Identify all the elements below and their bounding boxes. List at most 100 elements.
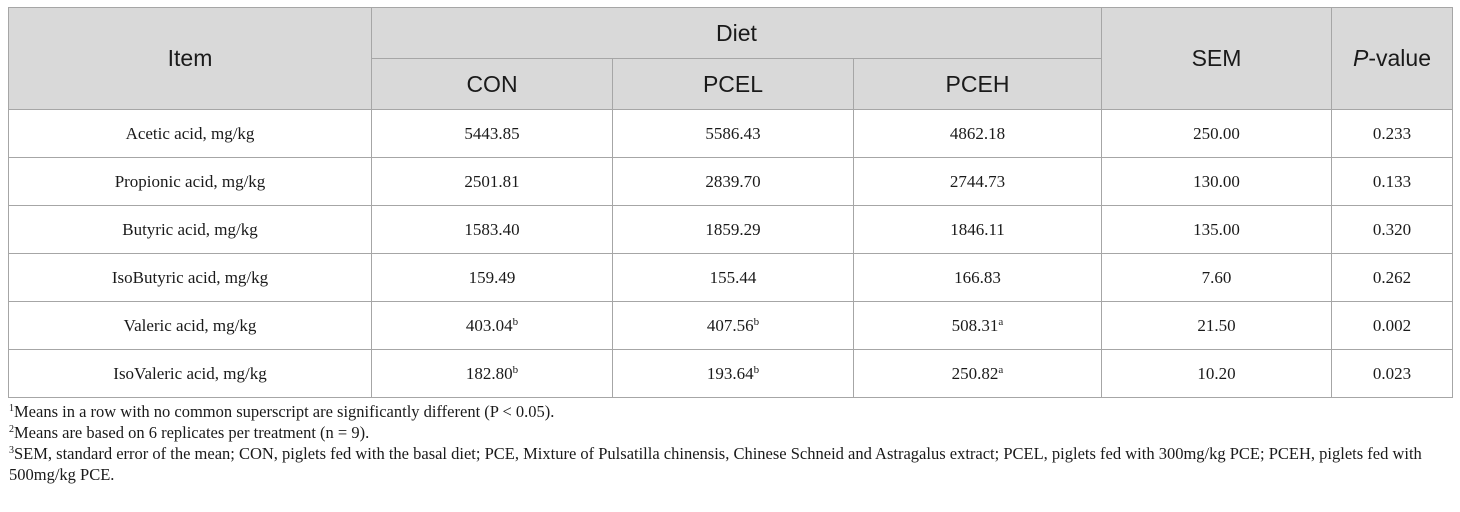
row-p-cell: 0.002 (1331, 301, 1453, 350)
row-sem-cell: 21.50 (1101, 301, 1332, 350)
cell-value: 130.00 (1193, 171, 1240, 191)
row-con-cell: 182.80b (371, 349, 613, 398)
row-p-cell: 0.133 (1331, 157, 1453, 206)
footnote: 2Means are based on 6 replicates per tre… (9, 422, 1452, 443)
cell-value: 10.20 (1197, 363, 1236, 383)
row-item-cell: Propionic acid, mg/kg (8, 157, 372, 206)
data-table: Item Diet SEM P-value CON PCEL PCEH Acet… (8, 7, 1453, 398)
footnote-marker: 2 (9, 424, 14, 435)
cell-value: 250.00 (1193, 123, 1240, 143)
footnote: 3SEM, standard error of the mean; CON, p… (9, 443, 1452, 485)
cell-value: 166.83 (954, 267, 1001, 287)
header-p-value: P-value (1331, 7, 1453, 110)
significance-superscript: b (753, 315, 760, 328)
cell-value: 155.44 (709, 267, 757, 287)
footnote-text: SEM, standard error of the mean; CON, pi… (9, 444, 1422, 484)
row-p-cell: 0.320 (1331, 205, 1453, 254)
cell-value: IsoButyric acid, mg/kg (111, 267, 269, 287)
header-con: CON (371, 58, 613, 110)
cell-value: 1583.40 (464, 219, 520, 239)
significance-superscript: b (512, 363, 519, 376)
header-diet: Diet (371, 7, 1102, 59)
cell-value: 5443.85 (464, 123, 520, 143)
footnote-marker: 3 (9, 445, 14, 456)
table-row: Butyric acid, mg/kg 1583.40 1859.29 1846.11… (8, 205, 1453, 254)
row-con-cell: 159.49 (371, 253, 613, 302)
row-con-cell: 5443.85 (371, 109, 613, 158)
cell-value: 2839.70 (705, 171, 761, 191)
row-sem-cell: 10.20 (1101, 349, 1332, 398)
row-sem-cell: 130.00 (1101, 157, 1332, 206)
cell-value: 403.04 (465, 315, 513, 335)
row-item-cell: IsoValeric acid, mg/kg (8, 349, 372, 398)
p-suffix: -value (1368, 45, 1431, 71)
row-sem-cell: 135.00 (1101, 205, 1332, 254)
table-row: Acetic acid, mg/kg 5443.85 5586.43 4862.18 2… (8, 109, 1453, 158)
cell-value: Butyric acid, mg/kg (122, 219, 258, 239)
cell-value: 0.262 (1372, 267, 1412, 287)
row-p-cell: 0.262 (1331, 253, 1453, 302)
cell-value: 0.023 (1372, 363, 1412, 383)
cell-value: 5586.43 (705, 123, 761, 143)
row-item-cell: Acetic acid, mg/kg (8, 109, 372, 158)
row-con-cell: 1583.40 (371, 205, 613, 254)
row-pcel-cell: 407.56b (612, 301, 854, 350)
cell-value: 508.31 (951, 315, 999, 335)
footnote-text: Means in a row with no common superscrip… (14, 402, 555, 421)
row-pcel-cell: 5586.43 (612, 109, 854, 158)
header-pceh: PCEH (853, 58, 1102, 110)
cell-value: 0.320 (1372, 219, 1412, 239)
row-pcel-cell: 1859.29 (612, 205, 854, 254)
cell-value: 407.56 (706, 315, 754, 335)
cell-value: 21.50 (1197, 315, 1236, 335)
header-item: Item (8, 7, 372, 110)
cell-value: 2744.73 (949, 171, 1006, 191)
cell-value: Propionic acid, mg/kg (114, 171, 266, 191)
cell-value: 0.233 (1372, 123, 1412, 143)
significance-superscript: b (512, 315, 519, 328)
footnotes: 1Means in a row with no common superscri… (8, 401, 1452, 485)
row-con-cell: 2501.81 (371, 157, 613, 206)
cell-value: Valeric acid, mg/kg (123, 315, 257, 335)
row-pcel-cell: 2839.70 (612, 157, 854, 206)
row-p-cell: 0.233 (1331, 109, 1453, 158)
row-sem-cell: 250.00 (1101, 109, 1332, 158)
cell-value: 0.133 (1372, 171, 1412, 191)
table-row: IsoButyric acid, mg/kg 159.49 155.44 166.83… (8, 253, 1453, 302)
significance-superscript: a (998, 315, 1004, 328)
cell-value: 7.60 (1201, 267, 1232, 287)
cell-value: 135.00 (1193, 219, 1240, 239)
row-pceh-cell: 1846.11 (853, 205, 1102, 254)
cell-value: 159.49 (468, 267, 516, 287)
cell-value: 250.82 (951, 363, 999, 383)
cell-value: 182.80 (465, 363, 513, 383)
cell-value: Acetic acid, mg/kg (125, 123, 255, 143)
row-item-cell: Butyric acid, mg/kg (8, 205, 372, 254)
cell-value: 1846.11 (950, 219, 1005, 239)
row-p-cell: 0.023 (1331, 349, 1453, 398)
footnote-text: Means are based on 6 replicates per trea… (14, 423, 370, 442)
header-pcel: PCEL (612, 58, 854, 110)
row-pceh-cell: 250.82a (853, 349, 1102, 398)
row-pceh-cell: 508.31a (853, 301, 1102, 350)
p-italic: P (1353, 45, 1369, 71)
significance-superscript: b (753, 363, 760, 376)
row-pceh-cell: 166.83 (853, 253, 1102, 302)
row-con-cell: 403.04b (371, 301, 613, 350)
row-item-cell: Valeric acid, mg/kg (8, 301, 372, 350)
header-sem: SEM (1101, 7, 1332, 110)
table-row: IsoValeric acid, mg/kg 182.80b 193.64b 250.… (8, 349, 1453, 398)
row-pceh-cell: 2744.73 (853, 157, 1102, 206)
cell-value: 193.64 (706, 363, 754, 383)
row-sem-cell: 7.60 (1101, 253, 1332, 302)
row-pcel-cell: 193.64b (612, 349, 854, 398)
row-pceh-cell: 4862.18 (853, 109, 1102, 158)
cell-value: 0.002 (1372, 315, 1412, 335)
row-pcel-cell: 155.44 (612, 253, 854, 302)
table-row: Valeric acid, mg/kg 403.04b 407.56b 508.31a… (8, 301, 1453, 350)
footnote: 1Means in a row with no common superscri… (9, 401, 1452, 422)
cell-value: 1859.29 (705, 219, 761, 239)
footnote-marker: 1 (9, 403, 14, 414)
row-item-cell: IsoButyric acid, mg/kg (8, 253, 372, 302)
cell-value: IsoValeric acid, mg/kg (113, 363, 267, 383)
